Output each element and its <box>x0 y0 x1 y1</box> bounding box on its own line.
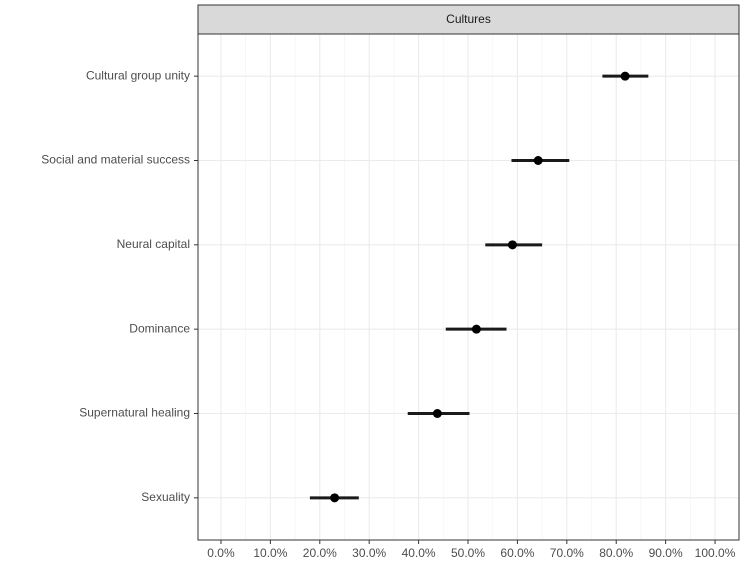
y-tick-label: Supernatural healing <box>79 406 190 420</box>
x-tick-label: 80.0% <box>599 546 633 560</box>
y-tick-label: Neural capital <box>117 237 190 251</box>
x-tick-label: 0.0% <box>207 546 235 560</box>
point <box>432 409 442 418</box>
point <box>533 156 543 165</box>
x-tick-label: 100.0% <box>695 546 736 560</box>
x-tick-label: 40.0% <box>402 546 436 560</box>
y-tick-label: Sexuality <box>141 490 190 504</box>
x-tick-label: 20.0% <box>303 546 337 560</box>
point <box>507 240 517 250</box>
x-tick-label: 10.0% <box>253 546 287 560</box>
point <box>330 493 340 503</box>
x-tick-label: 60.0% <box>500 546 534 560</box>
panel-border <box>197 33 740 541</box>
point <box>471 324 481 334</box>
y-tick-label: Dominance <box>129 321 190 335</box>
y-tick-label: Cultural group unity <box>86 68 190 82</box>
x-tick-label: 50.0% <box>451 546 485 560</box>
x-tick-label: 90.0% <box>649 546 683 560</box>
y-tick-label: Social and material success <box>41 153 190 167</box>
point <box>620 71 630 81</box>
x-tick-label: 30.0% <box>352 546 386 560</box>
facet-label: Cultures <box>446 12 491 26</box>
x-tick-label: 70.0% <box>550 546 584 560</box>
facet-strip <box>197 4 740 35</box>
